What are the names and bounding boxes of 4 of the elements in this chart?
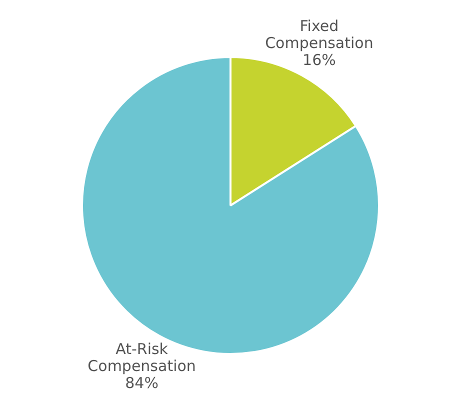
slice-label: Fixed Compensation <box>265 17 374 52</box>
data-label: 84% <box>125 374 158 392</box>
data-label: 16% <box>302 51 336 70</box>
slice-label: At-Risk Compensation <box>88 340 196 375</box>
